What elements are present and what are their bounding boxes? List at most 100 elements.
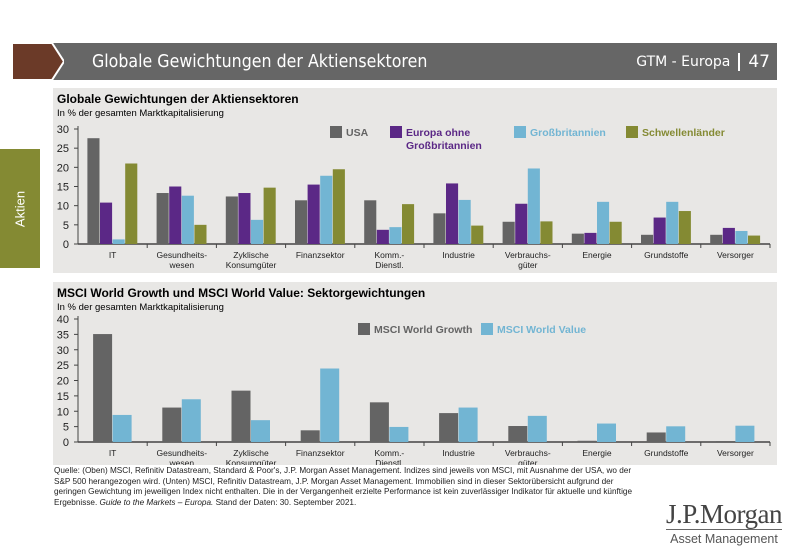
y-tick-label: 5: [63, 220, 69, 232]
bar-europa-ohne: [653, 217, 666, 244]
bar-schwellenl-nder: [402, 204, 415, 244]
bar-schwellenl-nder: [540, 221, 553, 244]
bar-schwellenl-nder: [332, 169, 345, 244]
header-bar: [36, 43, 777, 80]
x-tick-label: Grundstoffe: [644, 448, 689, 458]
legend-label: USA: [346, 127, 369, 139]
x-tick-label: Industrie: [442, 448, 475, 458]
header-right: GTM - Europa 47: [636, 52, 770, 72]
legend-label: Schwellenländer: [642, 127, 725, 139]
bar-msci-world-growth: [162, 407, 182, 442]
bar-msci-world-value: [251, 420, 270, 442]
legend-label: Großbritannien: [530, 127, 606, 139]
y-tick-label: 30: [57, 124, 69, 136]
x-tick-label: Zyklische Konsumgüter: [226, 250, 277, 270]
footnote-italic: Guide to the Markets – Europa.: [99, 497, 214, 507]
bar-usa: [225, 196, 238, 244]
y-tick-label: 25: [57, 360, 69, 372]
bar-msci-world-value: [597, 423, 616, 442]
x-tick-label: Komm.-Dienstl.: [375, 448, 405, 465]
legend-label: Europa ohne Großbritannien: [406, 127, 482, 152]
x-tick-label: Zyklische Konsumgüter: [226, 448, 277, 465]
y-tick-label: 15: [57, 391, 69, 403]
bar-msci-world-growth: [715, 441, 735, 442]
bar-europa-ohne: [238, 193, 251, 244]
bar-schwellenl-nder: [678, 211, 691, 244]
bar-europa-ohne: [722, 227, 735, 244]
y-tick-label: 20: [57, 162, 69, 174]
y-tick-label: 10: [57, 406, 69, 418]
page-title: Globale Gewichtungen der Aktiensektoren: [92, 51, 428, 72]
x-tick-label: Energie: [582, 250, 612, 260]
bar-schwellenl-nder: [194, 224, 207, 244]
chart-top: 0 5 10 15 20 25 30 IT Gesundheits-wesen Zyklische…: [57, 124, 771, 270]
y-tick-label: 10: [57, 201, 69, 213]
bar-msci-world-growth: [369, 402, 389, 442]
x-tick-label: Versorger: [717, 250, 754, 260]
y-tick-label: 30: [57, 345, 69, 357]
x-tick-label: Gesundheits-wesen: [157, 448, 208, 465]
bar-europa-ohne: [169, 186, 182, 244]
bar-großbritannien: [112, 239, 125, 244]
bar-großbritannien: [527, 168, 540, 244]
x-tick-label: Industrie: [442, 250, 475, 260]
bar-großbritannien: [597, 201, 610, 244]
bar-europa-ohne: [584, 232, 597, 244]
x-tick-label: Verbrauchs-güter: [505, 250, 551, 270]
bar-msci-world-growth: [646, 432, 666, 442]
x-tick-label: IT: [109, 448, 117, 458]
bar-europa-ohne: [446, 183, 459, 244]
legend-swatch: [390, 126, 402, 138]
legend-label: MSCI World Growth: [374, 324, 472, 336]
x-tick-label: Verbrauchs-güter: [505, 448, 551, 465]
footnote: Quelle: (Oben) MSCI, Refinitiv Datastrea…: [54, 466, 644, 508]
page-number: 47: [748, 52, 770, 72]
bar-msci-world-value: [112, 414, 132, 442]
y-tick-label: 15: [57, 182, 69, 194]
bar-usa: [710, 234, 723, 244]
bar-europa-ohne: [515, 203, 528, 244]
bar-msci-world-growth: [508, 426, 528, 442]
bar-usa: [364, 200, 377, 244]
bar-schwellenl-nder: [125, 163, 138, 244]
legend-swatch: [481, 323, 493, 335]
chart-subtitle: In % der gesamten Marktkapitalisierung: [57, 302, 224, 313]
chart-title: Globale Gewichtungen der Aktiensektoren: [57, 92, 299, 106]
y-tick-label: 35: [57, 329, 69, 341]
bar-großbritannien: [666, 201, 679, 244]
bar-usa: [87, 138, 100, 244]
legend-label: MSCI World Value: [497, 324, 586, 336]
jpmorgan-logo: J.P.Morgan Asset Management: [665, 500, 783, 546]
bar-schwellenl-nder: [471, 225, 484, 244]
bar-schwellenl-nder: [748, 235, 761, 244]
bar-msci-world-growth: [231, 390, 251, 442]
bar-usa: [571, 233, 584, 244]
x-tick-label: Komm.-Dienstl.: [375, 250, 405, 270]
footnote-text: Quelle: (Oben) MSCI, Refinitiv Datastrea…: [54, 466, 633, 507]
chevron-icon: [12, 43, 64, 80]
side-tab-label: Aktien: [12, 190, 28, 227]
bar-usa: [433, 213, 446, 244]
x-tick-label: Grundstoffe: [644, 250, 689, 260]
bar-europa-ohne: [100, 202, 113, 244]
x-tick-label: Gesundheits-wesen: [157, 250, 208, 270]
x-tick-label: Versorger: [717, 448, 754, 458]
bar-großbritannien: [735, 230, 748, 244]
y-tick-label: 20: [57, 376, 69, 388]
side-tab-aktien[interactable]: Aktien: [0, 149, 40, 268]
footnote-date: Stand der Daten: 30. September 2021.: [213, 497, 357, 507]
bar-msci-world-growth: [300, 430, 320, 442]
bar-schwellenl-nder: [263, 187, 276, 244]
bar-großbritannien: [389, 227, 402, 244]
legend-swatch: [626, 126, 638, 138]
chart-panel-bottom: MSCI World Growth und MSCI World Value: …: [53, 282, 777, 465]
legend-swatch: [358, 323, 370, 335]
bar-großbritannien: [181, 195, 194, 244]
series-label: GTM - Europa: [636, 54, 731, 70]
logo-rule: [665, 529, 782, 530]
bar-msci-world-value: [181, 399, 201, 442]
bar-msci-world-value: [389, 426, 409, 442]
logo-line2: Asset Management: [670, 532, 778, 546]
bar-großbritannien: [251, 219, 264, 244]
chart-subtitle: In % der gesamten Marktkapitalisierung: [57, 108, 224, 119]
